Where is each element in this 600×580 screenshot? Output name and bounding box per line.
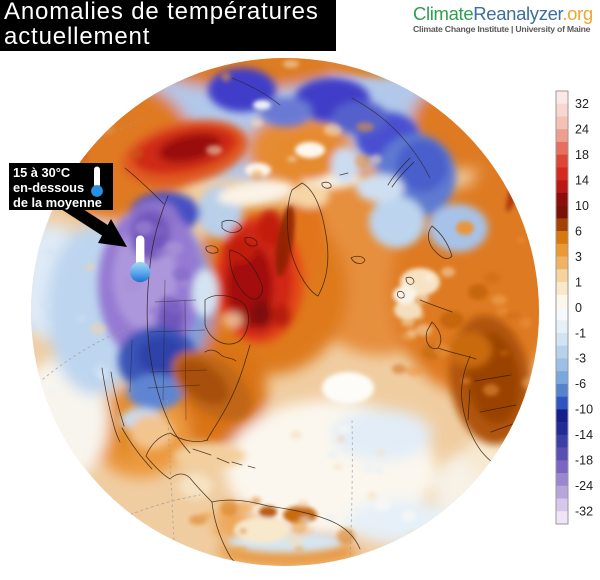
svg-text:10: 10 (575, 199, 589, 213)
svg-text:14: 14 (575, 173, 589, 187)
svg-text:-14: -14 (575, 428, 593, 442)
svg-text:24: 24 (575, 123, 589, 137)
svg-text:1: 1 (575, 275, 582, 289)
svg-text:3: 3 (575, 250, 582, 264)
svg-text:6: 6 (575, 224, 582, 238)
svg-text:-32: -32 (575, 505, 593, 519)
svg-text:0: 0 (575, 301, 582, 315)
svg-text:-24: -24 (575, 479, 593, 493)
svg-text:18: 18 (575, 148, 589, 162)
svg-text:32: 32 (575, 97, 589, 111)
svg-text:-1: -1 (575, 326, 586, 340)
svg-text:-3: -3 (575, 352, 586, 366)
svg-text:-6: -6 (575, 377, 586, 391)
svg-text:-18: -18 (575, 454, 593, 468)
svg-text:-10: -10 (575, 403, 593, 417)
